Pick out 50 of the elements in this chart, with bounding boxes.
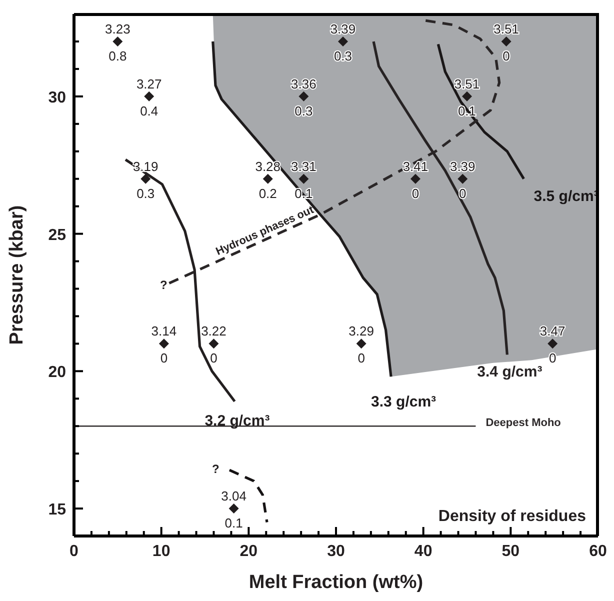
y-tick-label: 15 — [48, 502, 66, 519]
y-axis-title: Pressure (kbar) — [6, 205, 28, 345]
series-label: 3.4 g/cm³ — [477, 364, 542, 381]
data-label: 3.28 0.2 — [255, 158, 281, 201]
y-tick-label: 25 — [48, 226, 66, 244]
data-label: 3.36 0.3 — [291, 76, 316, 118]
point — [356, 338, 366, 349]
data-label: 3.29 0 — [348, 324, 374, 366]
point — [140, 174, 151, 184]
data-label: 3.04 0.1 — [221, 488, 246, 531]
data-label: 3.22 0 — [201, 324, 226, 366]
annotation: ? — [160, 278, 168, 292]
point — [338, 36, 348, 46]
point — [112, 36, 123, 46]
point — [462, 91, 472, 102]
data-label: 3.14 0 — [151, 324, 177, 366]
point — [298, 174, 309, 184]
data-label: 3.47 0 — [540, 324, 566, 366]
data-label: 3.41 0 — [402, 158, 428, 201]
point — [548, 338, 558, 349]
data-label: 3.39 0.3 — [330, 21, 356, 64]
point — [458, 174, 468, 184]
x-tick-label: 0 — [70, 543, 79, 560]
data-label: 3.39 0 — [450, 158, 476, 201]
line-series — [436, 42, 526, 180]
point — [208, 338, 219, 349]
point — [144, 91, 154, 102]
point — [298, 91, 309, 102]
y-tick-label: 30 — [48, 89, 66, 106]
annotation: ? — [212, 462, 220, 476]
series-label: 3.3 g/cm³ — [371, 394, 436, 411]
point — [158, 338, 169, 349]
point — [228, 504, 239, 514]
x-tick-label: 10 — [152, 543, 170, 560]
point — [410, 174, 420, 184]
point — [501, 36, 512, 46]
x-axis-title: Melt Fraction (wt%) — [248, 572, 424, 593]
x-tick-label: 30 — [327, 543, 345, 560]
x-tick-label: 50 — [502, 543, 520, 560]
x-tick-label: 60 — [589, 543, 607, 560]
x-tick-label: 40 — [414, 543, 432, 560]
series-label: Deepest Moho — [486, 417, 562, 430]
series-label: 3.2 g/cm³ — [204, 412, 270, 430]
x-tick-label: 20 — [240, 543, 258, 560]
annotation: Density of residues — [438, 508, 586, 526]
y-tick-label: 20 — [48, 364, 66, 382]
data-label: 3.23 0.8 — [105, 21, 130, 64]
point — [262, 174, 273, 184]
data-label: 3.51 0 — [494, 21, 519, 64]
data-label: 3.27 0.4 — [136, 76, 162, 118]
